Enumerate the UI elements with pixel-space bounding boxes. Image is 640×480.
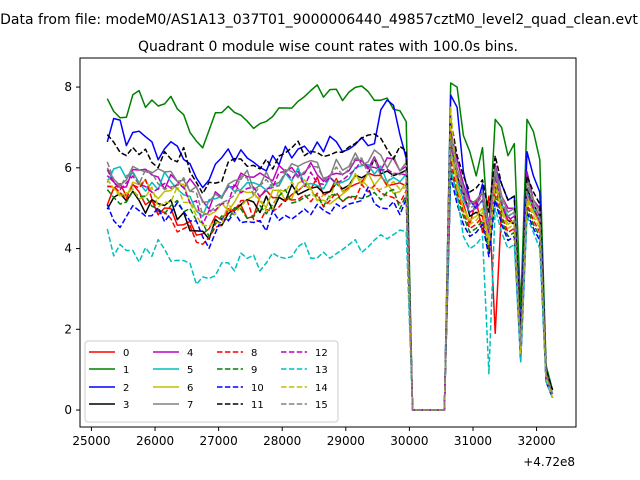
legend-label-1: 1 [123, 365, 129, 376]
series-line-8 [107, 158, 554, 411]
legend-label-9: 9 [251, 365, 257, 376]
x-tick-label: 29000 [327, 434, 365, 448]
legend-label-6: 6 [187, 383, 193, 394]
legend-label-8: 8 [251, 348, 257, 359]
x-tick-label: 26000 [136, 434, 174, 448]
series-line-1 [106, 82, 554, 411]
x-tick-label: 32000 [517, 434, 555, 448]
legend-label-4: 4 [187, 348, 193, 359]
series-line-10 [106, 175, 554, 411]
series-line-6 [106, 150, 554, 411]
plot-frame [79, 57, 577, 428]
x-tick-label: 25000 [72, 434, 110, 448]
series-line-11 [106, 118, 554, 411]
y-tick-label: 2 [64, 322, 72, 336]
legend-label-14: 14 [315, 383, 328, 394]
series-line-13 [106, 167, 554, 411]
figure-suptitle: Data from file: modeM0/AS1A13_037T01_900… [0, 12, 638, 28]
legend-label-2: 2 [123, 383, 129, 394]
x-tick-label: 27000 [200, 434, 238, 448]
legend-label-13: 13 [315, 365, 328, 376]
legend-label-10: 10 [251, 383, 264, 394]
y-tick-label: 6 [64, 161, 72, 175]
x-offset-label: +4.72e8 [523, 455, 575, 469]
series-line-12 [106, 142, 554, 411]
legend-label-7: 7 [187, 400, 193, 411]
legend-label-15: 15 [315, 400, 328, 411]
chart-title: Quadrant 0 module wise count rates with … [138, 39, 518, 55]
x-tick-label: 31000 [454, 434, 492, 448]
y-tick-label: 8 [64, 80, 72, 94]
legend-label-3: 3 [123, 400, 129, 411]
legend-label-0: 0 [123, 348, 129, 359]
axis-ticks: 25000 26000 27000 28000 29000 30000 31000 32000… [64, 80, 555, 448]
x-tick-label: 28000 [263, 434, 301, 448]
y-tick-label: 4 [64, 242, 72, 256]
legend-label-12: 12 [315, 348, 328, 359]
legend-frame [84, 340, 339, 423]
series-line-14 [106, 106, 554, 411]
legend-label-5: 5 [187, 365, 193, 376]
y-tick-label: 0 [64, 403, 72, 417]
series-layer [106, 82, 554, 411]
legend-label-11: 11 [251, 400, 264, 411]
series-line-7 [106, 134, 554, 411]
x-tick-label: 30000 [390, 434, 428, 448]
series-line-15 [106, 138, 554, 411]
